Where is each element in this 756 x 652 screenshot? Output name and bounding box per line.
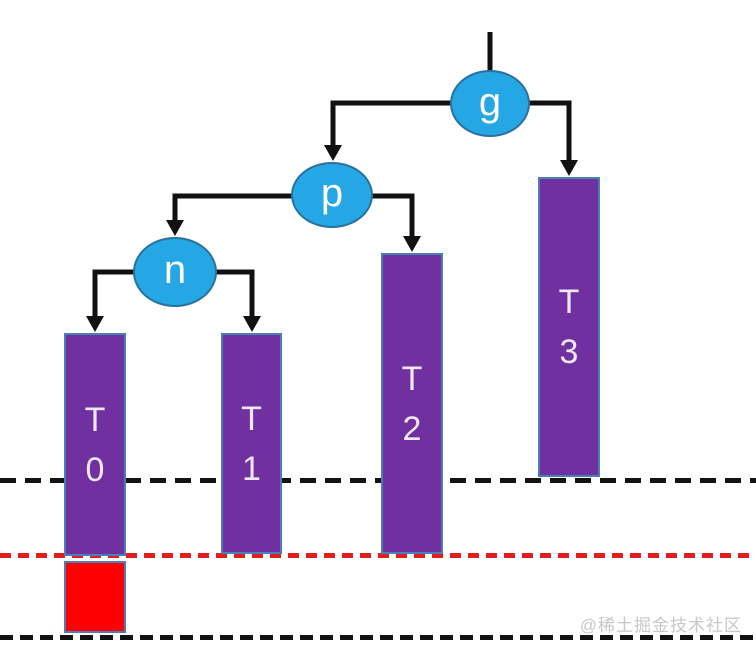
thread-bar-t3: T 3 (538, 177, 600, 477)
dashed-line-lower-black (0, 635, 756, 640)
edge-g-to-p (330, 100, 452, 147)
tree-node-g-label: g (478, 79, 502, 124)
tree-node-n-label: n (163, 248, 187, 292)
thread-bar-t2-label-line1: T (401, 359, 423, 398)
thread-bar-t3-label-line1: T (558, 283, 580, 321)
thread-bar-t2-label-line2: 2 (402, 409, 422, 448)
thread-bar-t0-label-line2: 0 (85, 450, 105, 489)
overflow-block-t0 (64, 561, 126, 633)
tree-node-n: n (133, 237, 217, 307)
thread-bar-t1: T 1 (221, 333, 282, 554)
arrowhead-n-to-t0 (86, 316, 104, 332)
thread-bar-t3-label-line2: 3 (559, 333, 579, 371)
thread-bar-t0: T 0 (64, 333, 126, 556)
edge-n-to-t1 (214, 269, 255, 317)
arrowhead-p-to-n (166, 220, 184, 236)
tree-node-g: g (450, 70, 530, 137)
edge-g-to-t3 (528, 100, 572, 162)
tree-node-p: p (291, 162, 373, 228)
watermark-text: @稀土掘金技术社区 (579, 616, 742, 635)
arrowhead-n-to-t1 (243, 316, 261, 332)
thread-bar-t0-label-line1: T (84, 400, 106, 439)
tree-node-p-label: p (320, 171, 344, 215)
dashed-line-red-limit (0, 553, 756, 558)
arrowhead-g-to-p (324, 145, 342, 161)
arrowhead-p-to-t2 (403, 236, 421, 252)
thread-bar-t2: T 2 (381, 253, 443, 554)
arrowhead-g-to-t3 (560, 160, 578, 176)
edge-p-to-t2 (370, 193, 415, 238)
edge-n-to-t0 (92, 269, 136, 317)
dashed-line-upper-black (0, 478, 756, 483)
thread-bar-t1-label-line2: 1 (242, 449, 261, 488)
thread-bar-t1-label-line1: T (241, 399, 262, 438)
edge-p-to-n (172, 193, 293, 222)
